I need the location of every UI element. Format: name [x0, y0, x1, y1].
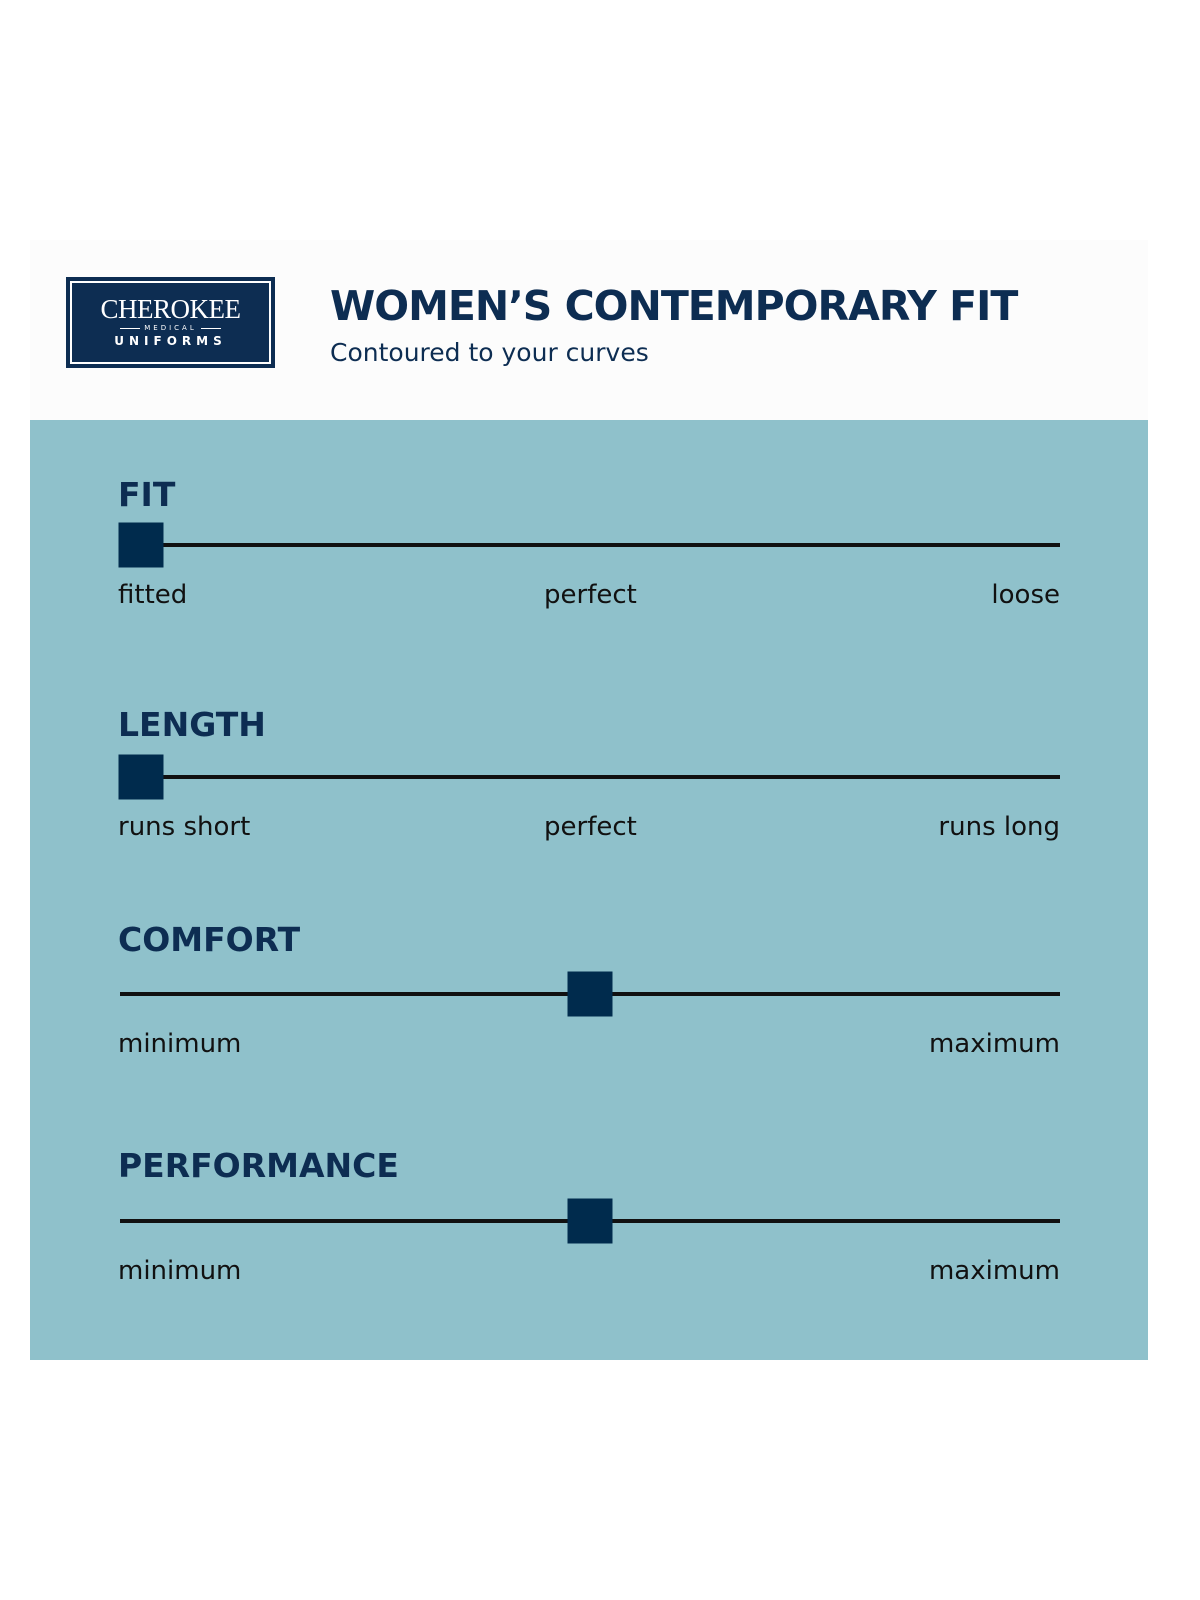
end-label-middle: perfect: [544, 812, 637, 842]
end-label-left: minimum: [118, 1029, 242, 1059]
end-label-right: maximum: [928, 1256, 1060, 1286]
page-subtitle: Contoured to your curves: [330, 338, 649, 367]
end-label-left: runs short: [118, 812, 251, 842]
cherokee-logo: CHEROKEE MEDICAL UNIFORMS: [66, 277, 275, 368]
page-title: WOMEN’S CONTEMPORARY FIT: [330, 282, 1018, 330]
end-label-right: maximum: [928, 1029, 1060, 1059]
end-label-middle: perfect: [544, 580, 637, 610]
slider-track: [120, 775, 1060, 779]
end-label-right: loose: [991, 580, 1060, 610]
metric-label: PERFORMANCE: [118, 1146, 399, 1185]
slider-handle: [118, 522, 164, 568]
metric-label: FIT: [118, 475, 176, 514]
metric-label: LENGTH: [118, 705, 266, 744]
slider-handle: [567, 1198, 613, 1244]
end-label-left: fitted: [118, 580, 188, 610]
slider-handle: [118, 754, 164, 800]
metric-label: COMFORT: [118, 920, 301, 959]
slider-handle: [567, 971, 613, 1017]
fit-chart-panel: FIT fitted perfect loose LENGTH runs sho…: [30, 420, 1148, 1360]
logo-sub: MEDICAL: [72, 323, 269, 333]
slider-track: [120, 543, 1060, 547]
logo-line2: UNIFORMS: [114, 334, 227, 348]
logo-brand: CHEROKEE: [100, 294, 242, 324]
end-label-right: runs long: [938, 812, 1060, 842]
end-label-left: minimum: [118, 1256, 242, 1286]
